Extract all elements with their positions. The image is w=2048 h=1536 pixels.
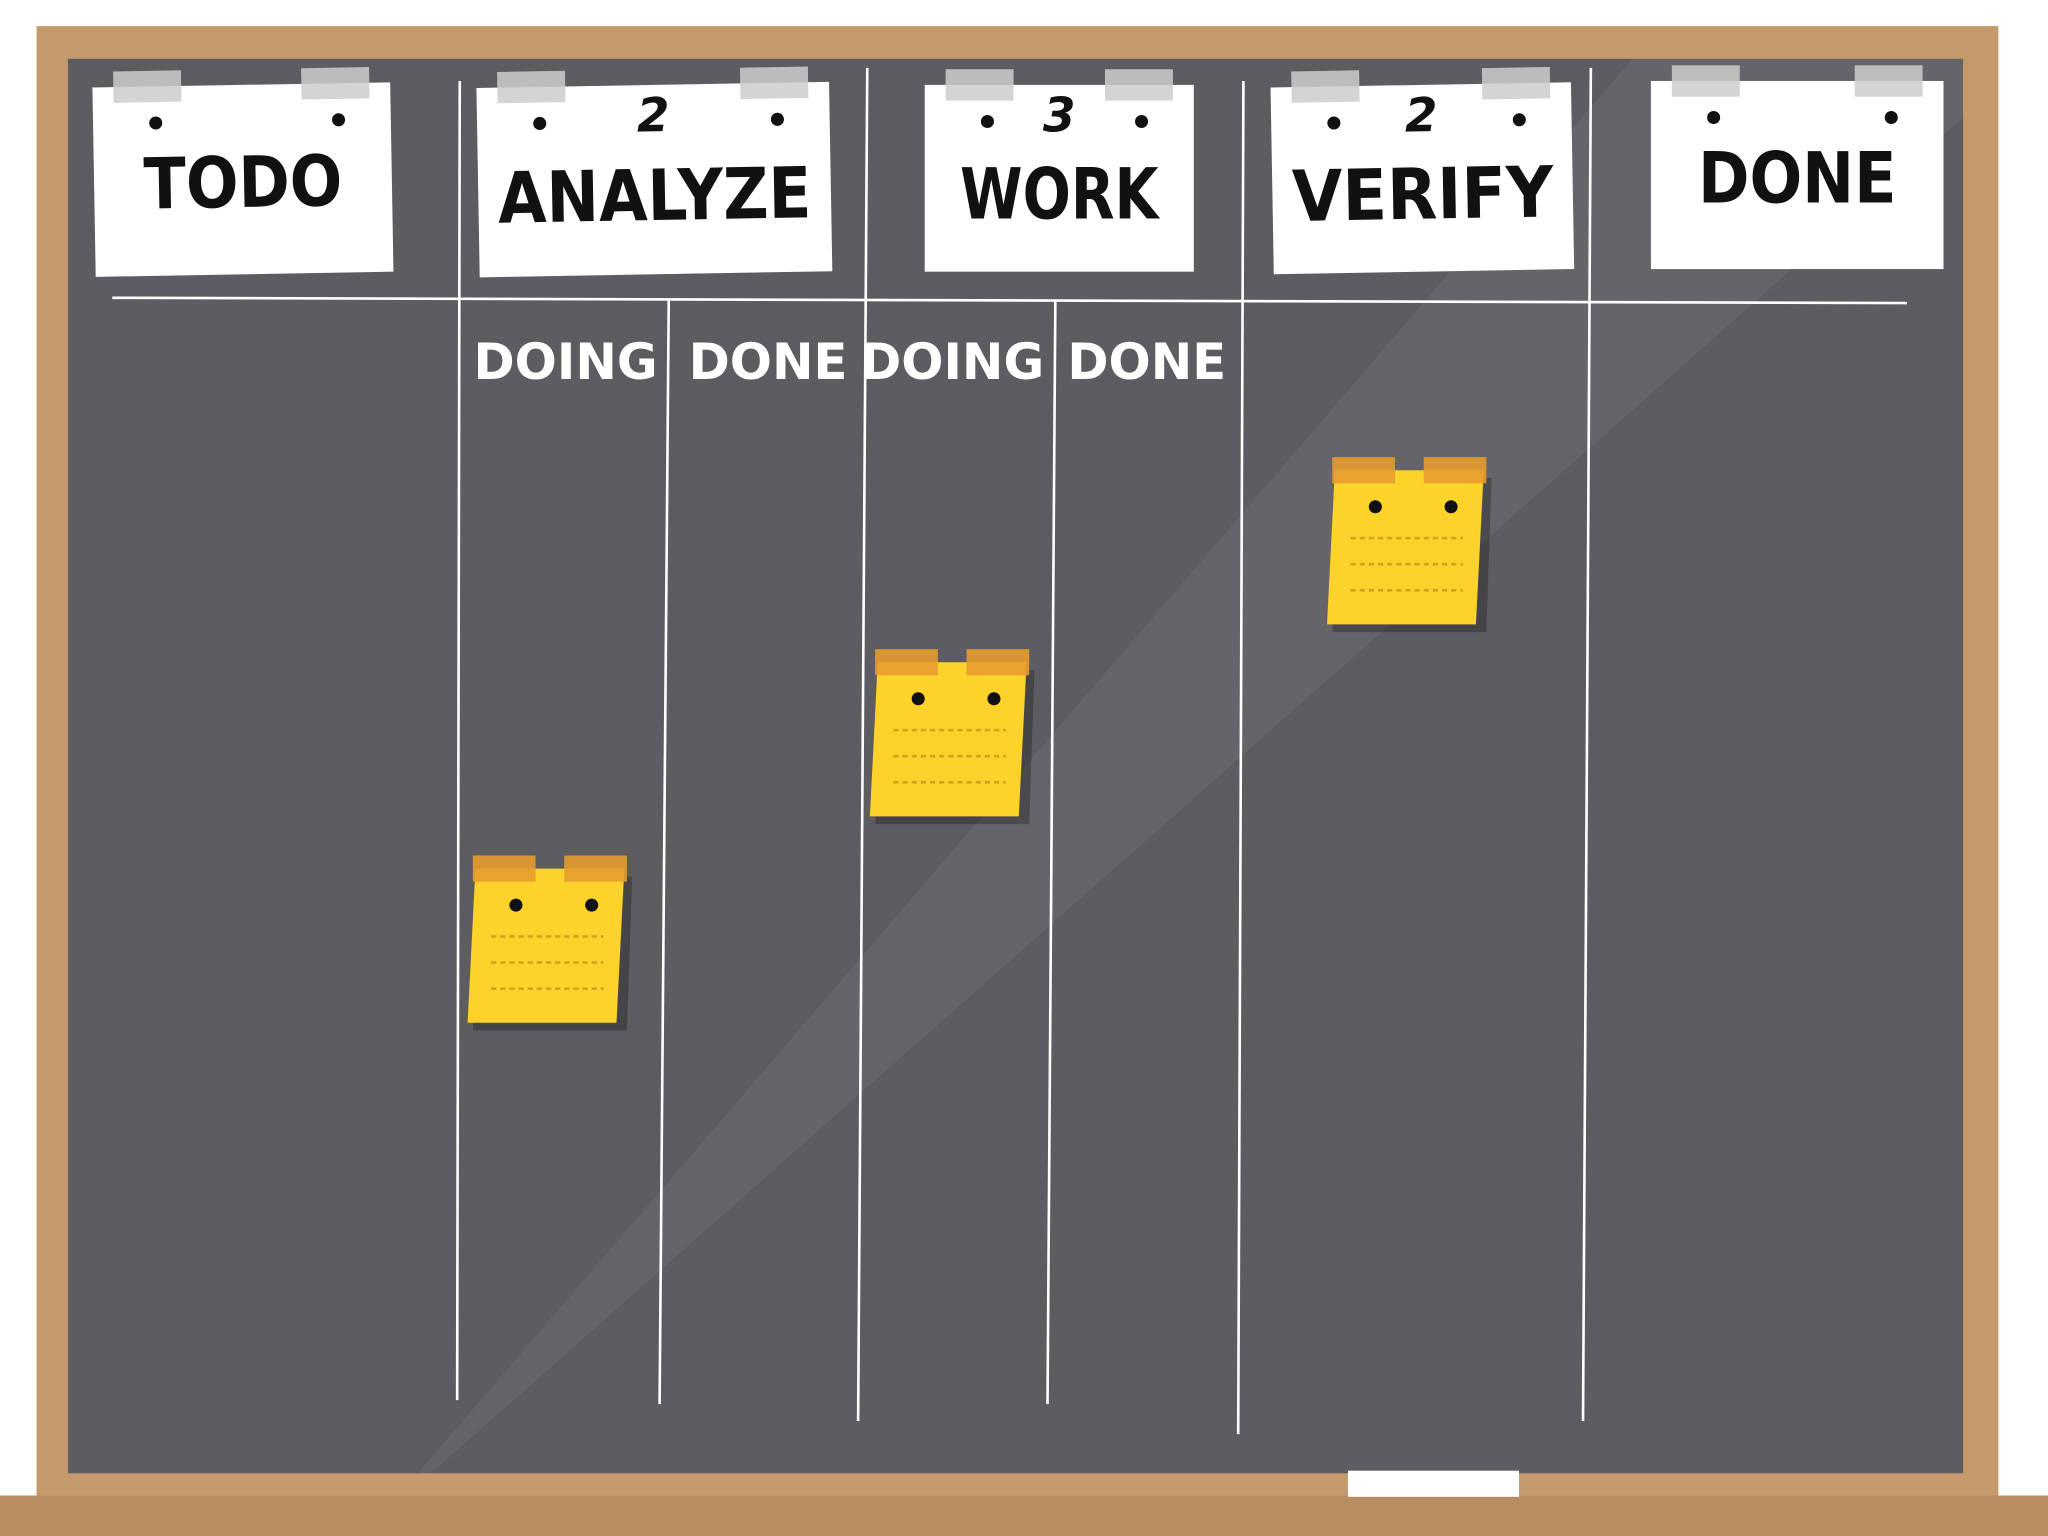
sticky-notes — [467, 457, 1492, 1031]
pin-hole — [1135, 114, 1149, 128]
column-divider — [1236, 80, 1245, 1435]
pin-hole — [1707, 111, 1721, 125]
sticky-note — [1327, 457, 1492, 633]
header-line — [112, 296, 1907, 305]
column-header-card: TODO — [92, 67, 394, 277]
column-header-card: 2 ANALYZE — [476, 66, 833, 278]
column-header-card: DONE — [1650, 65, 1944, 270]
card — [924, 84, 1194, 272]
pin-hole — [980, 114, 994, 128]
column-title: WORK — [960, 154, 1160, 236]
column-header-card: 2 VERIFY — [1270, 66, 1575, 275]
tape — [739, 66, 809, 100]
wip-limit: 3 — [1043, 88, 1076, 143]
note-eye — [1444, 500, 1458, 514]
tape — [945, 69, 1014, 101]
note-eye — [987, 692, 1001, 706]
pin-hole — [149, 116, 163, 130]
subcolumn-divider — [658, 300, 671, 1405]
note — [869, 662, 1027, 817]
note-eye — [585, 898, 599, 912]
pin-hole — [1512, 113, 1526, 127]
subcolumn-label: DONE — [689, 333, 848, 391]
tape — [301, 67, 370, 100]
note-eye — [911, 692, 925, 706]
note — [467, 868, 625, 1023]
tape — [1481, 66, 1551, 100]
tape — [113, 70, 182, 103]
subcolumn-label: DOING — [860, 333, 1044, 391]
card — [92, 82, 394, 277]
note-tape — [472, 855, 536, 882]
subcolumn-divider — [1046, 300, 1057, 1405]
tape — [1671, 65, 1740, 97]
tape — [1104, 69, 1173, 101]
column-title: DONE — [1698, 137, 1897, 219]
column-title: ANALYZE — [497, 152, 812, 239]
sticky-note — [869, 649, 1035, 825]
column-divider — [856, 67, 869, 1422]
note-tape — [966, 649, 1030, 676]
note-tape — [875, 649, 938, 676]
chalk — [1347, 1470, 1520, 1497]
note-tape — [1423, 457, 1487, 484]
pin-hole — [1884, 111, 1898, 125]
note-eye — [1368, 500, 1382, 514]
column-divider — [455, 80, 462, 1401]
card — [1270, 82, 1575, 275]
sticky-note — [467, 855, 633, 1031]
column-header-card: 3 WORK — [924, 69, 1194, 272]
pin-hole — [332, 113, 346, 127]
subcolumn-label: DOING — [473, 333, 657, 391]
wip-limit: 2 — [1404, 88, 1438, 144]
glare — [417, 58, 1964, 1474]
note-tape — [564, 855, 627, 882]
column-title: TODO — [143, 140, 343, 225]
subcolumn-label: DONE — [1067, 333, 1226, 391]
column-divider — [1581, 67, 1593, 1422]
wip-limit: 2 — [636, 88, 670, 144]
note-eye — [509, 898, 523, 912]
note — [1327, 470, 1484, 625]
chalk-ledge — [0, 1495, 2048, 1536]
pin-hole — [1327, 116, 1341, 130]
tape — [1291, 70, 1360, 103]
note-tape — [1332, 457, 1395, 484]
tape — [497, 70, 566, 104]
tape — [1854, 65, 1923, 97]
pin-hole — [533, 116, 547, 130]
column-title: VERIFY — [1291, 151, 1554, 238]
card — [476, 81, 833, 278]
pin-hole — [770, 112, 784, 126]
